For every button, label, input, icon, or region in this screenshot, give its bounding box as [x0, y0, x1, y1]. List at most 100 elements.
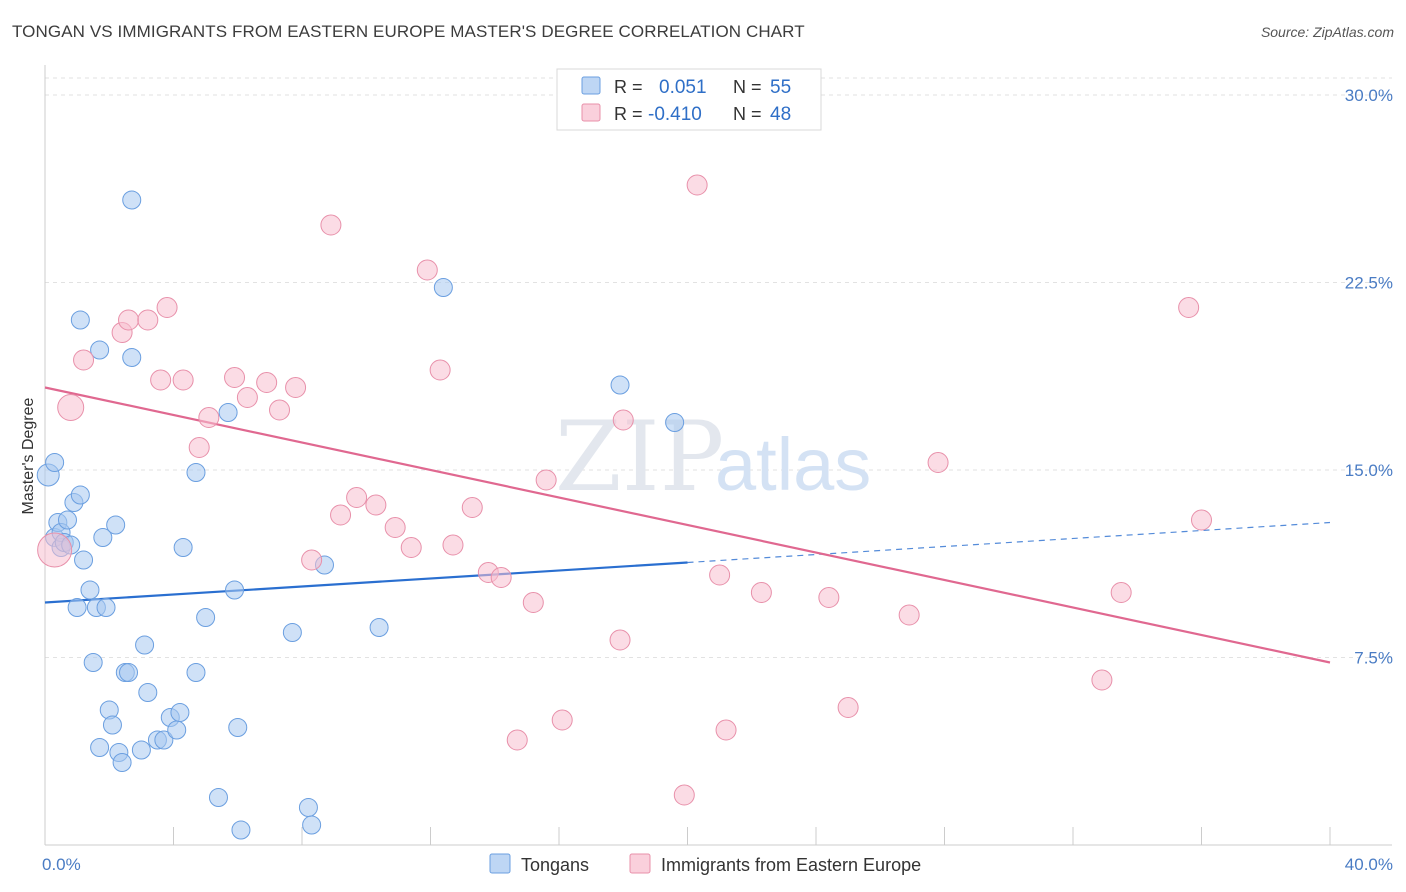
point-tongans-13: [70, 310, 90, 330]
point-tongans-28: [122, 348, 142, 367]
watermark-atlas: atlas: [715, 423, 871, 506]
y-tick-labels: 7.5% 15.0% 22.5% 30.0%: [1345, 86, 1393, 668]
point-tongans-11: [70, 485, 90, 505]
point-immigrants-36: [686, 174, 708, 196]
point-tongans-39: [186, 663, 206, 682]
point-immigrants-25: [442, 534, 464, 556]
point-tongans-46: [231, 820, 251, 840]
point-tongans-23: [106, 515, 126, 535]
point-tongans-14: [80, 580, 100, 600]
point-immigrants-38: [715, 719, 737, 741]
point-immigrants-12: [236, 387, 258, 408]
point-tongans-54: [665, 413, 685, 432]
point-tongans-31: [135, 635, 155, 655]
x-tick-label-1: 40.0%: [1345, 855, 1393, 874]
point-immigrants-39: [750, 582, 772, 603]
stats-n-label-tongans: N =: [733, 77, 762, 97]
point-tongans-34: [154, 730, 174, 750]
series-legend: Tongans Immigrants from Eastern Europe: [489, 853, 921, 875]
point-tongans-22: [102, 715, 122, 735]
point-immigrants-4: [118, 309, 140, 331]
point-immigrants-2: [73, 349, 95, 371]
stats-n-value-immigrants: 48: [770, 104, 791, 125]
point-immigrants-46: [1178, 297, 1200, 318]
watermark-zip: ZIP: [555, 401, 724, 513]
y-tick-label-0: 7.5%: [1354, 649, 1393, 668]
point-immigrants-26: [461, 497, 483, 518]
point-immigrants-23: [416, 259, 438, 281]
stats-r-label-tongans: R =: [614, 77, 643, 97]
point-immigrants-7: [156, 297, 178, 318]
stats-n-value-tongans: 55: [770, 77, 791, 98]
point-immigrants-45: [1110, 582, 1132, 603]
point-tongans-15: [83, 653, 103, 672]
point-immigrants-31: [535, 469, 557, 491]
y-tick-label-2: 22.5%: [1345, 274, 1393, 293]
point-immigrants-6: [150, 369, 172, 391]
point-tongans-25: [112, 753, 132, 772]
trend-line-immigrants: [44, 386, 1331, 664]
point-immigrants-21: [384, 517, 406, 538]
point-immigrants-8: [172, 369, 194, 391]
legend-label-immigrants: Immigrants from Eastern Europe: [661, 855, 921, 875]
point-immigrants-13: [256, 372, 278, 393]
point-tongans-43: [218, 403, 238, 422]
point-tongans-19: [93, 528, 113, 547]
point-tongans-10: [67, 598, 87, 617]
point-immigrants-30: [522, 592, 544, 613]
point-immigrants-42: [898, 604, 920, 626]
x-tick-label-0: 0.0%: [42, 855, 81, 874]
stats-r-value-immigrants: -0.410: [648, 104, 702, 125]
stats-swatch-tongans: [581, 76, 601, 95]
point-immigrants-11: [224, 367, 246, 388]
point-tongans-52: [433, 278, 453, 297]
point-tongans-49: [302, 815, 322, 835]
point-immigrants-34: [612, 409, 634, 431]
point-immigrants-41: [837, 697, 859, 718]
point-immigrants-35: [673, 784, 695, 806]
point-tongans-29: [122, 190, 142, 210]
y-tick-label-1: 15.0%: [1345, 461, 1393, 480]
point-immigrants-9: [188, 437, 210, 458]
point-immigrants-28: [490, 567, 512, 588]
point-tongans-18: [90, 738, 110, 757]
point-immigrants-10: [198, 407, 220, 428]
stats-r-value-tongans: 0.051: [659, 77, 707, 98]
point-tongans-1: [45, 453, 65, 472]
point-tongans-53: [610, 375, 630, 395]
point-immigrants-14: [269, 399, 291, 421]
trend-line-extension-tongans: [687, 521, 1331, 564]
stats-r-label-immigrants: R =: [614, 104, 643, 124]
y-axis-label: Master's Degree: [20, 397, 37, 514]
point-tongans-30: [131, 740, 151, 760]
point-tongans-32: [138, 683, 158, 702]
point-immigrants-24: [429, 359, 451, 381]
point-immigrants-29: [506, 729, 528, 751]
point-immigrants-40: [818, 587, 840, 608]
watermark: ZIP atlas: [555, 401, 871, 513]
point-tongans-48: [298, 798, 318, 817]
point-immigrants-20: [365, 494, 387, 516]
stats-legend-box: [556, 68, 822, 131]
point-tongans-36: [167, 720, 187, 740]
point-tongans-20: [96, 598, 116, 617]
point-immigrants-19: [346, 487, 368, 508]
point-immigrants-32: [551, 709, 573, 731]
y-tick-label-3: 30.0%: [1345, 86, 1393, 105]
chart-title: TONGAN VS IMMIGRANTS FROM EASTERN EUROPE…: [12, 22, 805, 41]
stats-swatch-immigrants: [581, 103, 601, 122]
point-tongans-37: [170, 703, 190, 722]
point-immigrants-17: [320, 214, 342, 236]
source-label: Source: ZipAtlas.com: [1260, 24, 1394, 40]
point-tongans-42: [208, 788, 228, 807]
trend-line-tongans: [44, 561, 688, 604]
point-tongans-12: [74, 550, 94, 570]
point-immigrants-47: [1191, 509, 1212, 531]
point-immigrants-18: [330, 504, 352, 526]
point-tongans-44: [225, 580, 245, 600]
point-tongans-41: [196, 608, 216, 627]
point-tongans-40: [186, 463, 206, 482]
stats-n-label-immigrants: N =: [733, 104, 762, 124]
point-tongans-51: [369, 618, 389, 637]
legend-label-tongans: Tongans: [521, 855, 589, 875]
